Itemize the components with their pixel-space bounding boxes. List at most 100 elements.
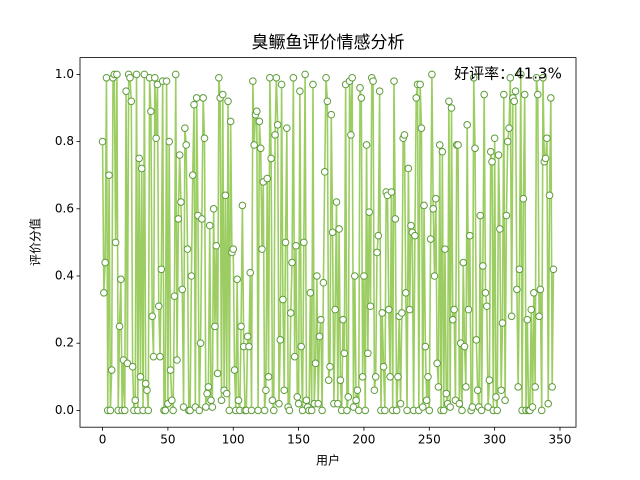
point xyxy=(535,312,543,321)
point xyxy=(302,396,311,405)
point xyxy=(358,373,367,381)
point xyxy=(105,171,113,179)
point xyxy=(539,73,547,82)
point xyxy=(290,352,299,361)
y-tick-label: 0.4 xyxy=(55,269,74,283)
point xyxy=(170,292,179,300)
point xyxy=(174,215,183,223)
point xyxy=(198,215,206,223)
point xyxy=(458,406,466,415)
y-tick-label: 0.6 xyxy=(55,201,74,215)
point xyxy=(213,369,222,378)
point xyxy=(301,70,309,79)
point xyxy=(296,87,304,95)
point xyxy=(469,73,478,82)
point xyxy=(498,319,507,327)
point xyxy=(455,399,464,408)
point xyxy=(537,406,546,415)
point xyxy=(516,70,525,79)
point xyxy=(490,134,499,143)
point xyxy=(237,322,245,331)
point xyxy=(311,359,320,368)
point xyxy=(422,396,431,405)
point xyxy=(212,241,221,250)
point xyxy=(347,131,355,139)
point xyxy=(492,393,500,401)
point xyxy=(343,406,351,415)
point xyxy=(200,134,209,143)
point xyxy=(549,265,558,274)
point xyxy=(439,406,448,415)
point xyxy=(221,191,230,200)
point xyxy=(384,305,393,314)
point xyxy=(462,383,470,391)
point xyxy=(477,406,486,415)
point xyxy=(390,77,398,85)
point xyxy=(447,104,456,112)
point xyxy=(381,406,389,415)
point xyxy=(267,154,275,163)
point xyxy=(192,94,201,102)
point xyxy=(396,399,405,408)
point xyxy=(472,336,481,344)
point xyxy=(165,137,174,146)
point xyxy=(269,406,278,415)
point xyxy=(365,208,373,216)
point xyxy=(255,117,264,126)
point xyxy=(476,211,485,220)
point xyxy=(340,349,349,358)
point xyxy=(545,191,554,200)
point xyxy=(507,312,516,321)
point xyxy=(479,262,487,270)
point xyxy=(281,238,290,247)
point xyxy=(446,403,455,411)
point xyxy=(349,403,358,411)
point xyxy=(280,386,289,395)
point xyxy=(215,73,223,82)
point xyxy=(442,389,451,398)
point xyxy=(339,315,347,324)
point xyxy=(98,137,107,146)
point xyxy=(289,73,298,82)
point xyxy=(362,141,371,149)
point xyxy=(107,366,116,374)
point xyxy=(405,305,414,314)
point xyxy=(438,147,447,156)
point xyxy=(141,379,150,388)
point xyxy=(149,352,158,361)
y-tick-label: 0.2 xyxy=(55,336,74,350)
point xyxy=(332,198,341,206)
point xyxy=(199,94,207,102)
y-axis-label: 评价分值 xyxy=(28,218,43,266)
y-tick-label: 1.0 xyxy=(55,67,74,81)
point xyxy=(319,278,328,287)
point xyxy=(137,164,146,173)
point xyxy=(318,406,326,415)
point xyxy=(313,272,321,280)
point xyxy=(386,373,394,381)
point xyxy=(101,258,109,267)
point xyxy=(505,124,513,132)
point xyxy=(262,386,270,395)
point xyxy=(127,97,136,106)
point xyxy=(266,73,274,82)
point xyxy=(106,406,115,415)
point xyxy=(186,406,194,415)
point xyxy=(417,124,426,132)
point xyxy=(243,332,252,341)
point xyxy=(411,231,419,240)
point xyxy=(217,396,226,405)
point xyxy=(360,272,368,280)
point xyxy=(344,393,353,401)
point xyxy=(425,406,434,415)
point xyxy=(531,383,539,391)
point xyxy=(288,258,296,267)
point xyxy=(229,245,238,253)
point xyxy=(252,107,261,116)
point xyxy=(468,403,477,411)
point xyxy=(286,309,295,317)
point xyxy=(123,359,132,368)
point xyxy=(375,87,384,95)
point xyxy=(499,90,508,99)
